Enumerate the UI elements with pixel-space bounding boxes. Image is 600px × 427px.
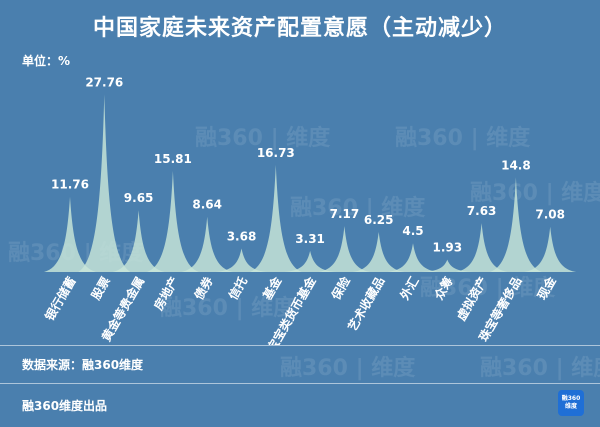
unit-label: 单位：% [22, 54, 71, 68]
brand-logo: 融360 维度 [558, 390, 584, 416]
spike-group: 7.08 现金 [524, 208, 577, 302]
value-label: 7.17 [330, 207, 360, 221]
category-label: 现金 [534, 273, 559, 302]
spike-mark [181, 216, 234, 272]
spike-mark [421, 259, 474, 272]
logo-line-2: 维度 [564, 403, 577, 410]
category-label: 基金 [259, 273, 285, 303]
spike-mark [215, 248, 268, 272]
value-label: 3.68 [227, 229, 257, 243]
category-label: 信托 [225, 274, 250, 302]
value-label: 9.65 [124, 191, 154, 205]
footer-divider-bottom [0, 383, 600, 384]
spike-group: 15.81 房地产 [146, 152, 199, 313]
value-label: 16.73 [257, 146, 295, 160]
spike-group: 16.73 基金 [249, 146, 302, 303]
spike-mark [44, 196, 96, 272]
spike-group: 11.76 银行储蓄 [42, 178, 96, 323]
category-label: 债券 [191, 273, 216, 302]
logo-line-1: 融360 [561, 395, 581, 402]
spike-mark [249, 164, 302, 272]
spike-area-chart: 11.76银行储蓄27.76股票9.65黄金等贵金属15.81房地产8.64债券… [42, 75, 577, 345]
spike-group: 8.64 债券 [181, 198, 234, 302]
value-label: 8.64 [192, 198, 222, 212]
spike-mark [284, 250, 337, 272]
category-label: 银行储蓄 [42, 274, 79, 323]
spike-mark [112, 210, 165, 272]
category-label: 众筹 [431, 274, 456, 302]
category-label: 股票 [88, 274, 113, 302]
category-label: 外汇 [397, 274, 422, 302]
category-label: 房地产 [150, 274, 181, 313]
value-label: 27.76 [85, 75, 123, 89]
value-label: 11.76 [51, 178, 89, 192]
spike-group: 4.5 外汇 [387, 224, 439, 302]
value-label: 3.31 [295, 232, 325, 246]
value-label: 15.81 [154, 152, 192, 166]
value-label: 7.08 [535, 208, 565, 222]
value-label: 4.5 [402, 224, 423, 238]
category-label: 虚拟资产 [453, 274, 490, 323]
value-label: 6.25 [364, 213, 394, 227]
category-label: 保险 [327, 273, 353, 303]
footer-divider-top [0, 345, 600, 346]
spike-mark [78, 94, 131, 272]
watermark-text: 融360 | 维度 [280, 356, 416, 381]
value-label: 1.93 [432, 241, 462, 255]
spike-mark [146, 170, 199, 272]
chart-title: 中国家庭未来资产配置意愿（主动减少） [92, 16, 507, 41]
producer-credit: 融360维度出品 [22, 399, 108, 413]
value-label: 7.63 [467, 204, 497, 218]
spike-mark [318, 226, 371, 272]
spike-mark [524, 226, 577, 272]
value-label: 14.8 [501, 158, 531, 172]
watermark-text: 融360 | 维度 [480, 356, 600, 381]
spike-mark [387, 243, 439, 272]
spike-mark [352, 232, 405, 272]
spike-group: 7.17 保险 [318, 207, 371, 303]
spike-mark [489, 177, 542, 272]
data-source: 数据来源：融360维度 [22, 358, 144, 372]
spike-mark [455, 223, 508, 272]
